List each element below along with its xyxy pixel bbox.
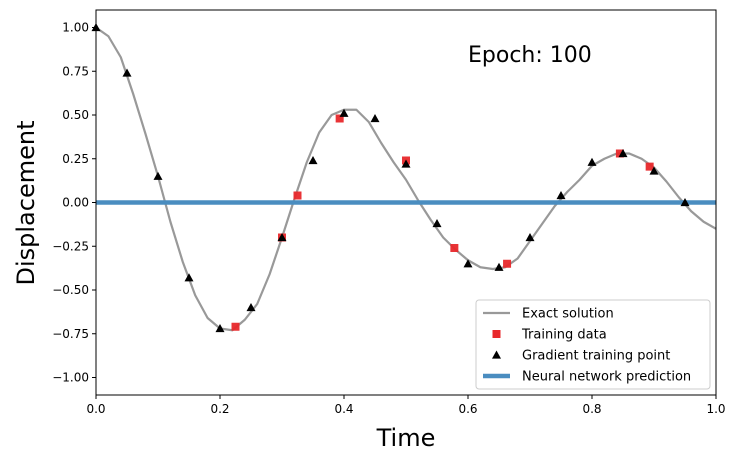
gradient-training-point	[370, 114, 380, 123]
training-data-point	[645, 162, 654, 171]
gradient-training-point	[401, 159, 411, 168]
gradient-training-point	[184, 273, 194, 282]
y-axis-label: Displacement	[12, 121, 40, 286]
gradient-training-point	[618, 149, 628, 158]
y-axis-ticks: −1.00 −0.75 −0.50 −0.25 0.00 0.25 0.50 0.75 1.00	[52, 21, 96, 385]
x-axis-label: Time	[376, 424, 436, 452]
training-data-point	[293, 191, 302, 200]
legend: Exact solution Training data Gradient trai…	[475, 299, 711, 390]
epoch-annotation: Epoch: 100	[468, 43, 592, 68]
y-tick-label: 0.25	[62, 152, 89, 166]
gradient-training-point	[649, 166, 659, 175]
training-data-point	[231, 322, 240, 331]
legend-label: Exact solution	[522, 307, 614, 322]
legend-item: Exact solution	[483, 307, 614, 322]
gradient-training-point	[463, 259, 473, 268]
legend-swatch	[492, 350, 501, 359]
y-tick-label: −1.00	[52, 371, 89, 385]
y-tick-label: −0.25	[52, 239, 89, 253]
training-data-point	[335, 114, 344, 123]
x-tick-label: 1.0	[706, 402, 725, 416]
gradient-training-point	[308, 156, 318, 165]
exact-solution-line	[96, 26, 716, 332]
gradient-training-point	[153, 171, 163, 180]
legend-item: Neural network prediction	[483, 370, 691, 385]
y-tick-label: 0.75	[62, 64, 89, 78]
y-tick-label: 0.00	[62, 196, 89, 210]
legend-label: Training data	[521, 328, 607, 343]
y-tick-label: 1.00	[62, 21, 89, 35]
y-tick-label: 0.50	[62, 108, 89, 122]
x-tick-label: 0.8	[582, 402, 601, 416]
legend-swatch	[492, 330, 501, 338]
training-data-point	[503, 259, 512, 268]
legend-box	[475, 299, 711, 390]
gradient-training-point	[339, 108, 349, 117]
gradient-training-point	[587, 157, 597, 166]
gradient-training-point	[525, 233, 535, 242]
training-data-point	[450, 244, 459, 252]
legend-label: Gradient training point	[522, 349, 670, 364]
x-tick-label: 0.4	[334, 402, 353, 416]
gradient-training-point	[680, 198, 690, 207]
gradient-training-point	[494, 262, 504, 271]
x-tick-label: 0.2	[210, 402, 229, 416]
y-tick-label: −0.50	[52, 283, 89, 297]
x-tick-label: 0.0	[86, 402, 105, 416]
gradient-training-point	[432, 219, 442, 228]
legend-item: Training data	[492, 328, 607, 343]
gradient-training-point	[556, 191, 566, 200]
gradient-training-point	[246, 303, 256, 312]
x-axis-ticks: 0.0 0.2 0.4 0.6 0.8 1.0	[86, 395, 726, 416]
legend-label: Neural network prediction	[522, 370, 691, 385]
gradient-training-point	[277, 233, 287, 242]
series-layer	[91, 23, 716, 333]
gradient-training-point	[215, 324, 225, 333]
x-tick-label: 0.6	[458, 402, 477, 416]
legend-item: Gradient training point	[492, 349, 670, 364]
training-data-point	[615, 149, 624, 158]
gradient-training-point	[122, 68, 132, 77]
y-tick-label: −0.75	[52, 327, 89, 341]
